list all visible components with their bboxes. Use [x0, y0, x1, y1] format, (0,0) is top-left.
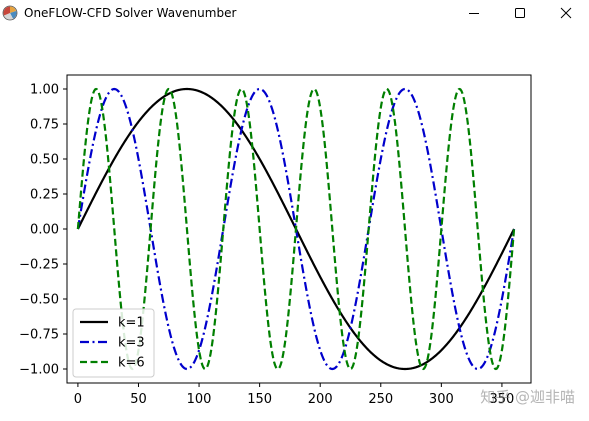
y-tick-label: 0.75 [30, 118, 59, 133]
x-tick-label: 0 [74, 392, 82, 407]
y-tick-label: −1.00 [19, 363, 59, 378]
close-button[interactable] [543, 0, 589, 25]
series-line-k6 [76, 87, 516, 371]
window-title: OneFLOW-CFD Solver Wavenumber [24, 5, 237, 20]
x-tick-label: 200 [308, 392, 333, 407]
x-tick-label: 350 [490, 392, 515, 407]
minimize-button[interactable] [451, 0, 497, 25]
y-tick-label: −0.75 [19, 328, 59, 343]
x-tick-label: 100 [187, 392, 212, 407]
maximize-icon [515, 7, 525, 18]
y-tick-label: 0.25 [30, 188, 59, 203]
x-tick-label: 250 [368, 392, 393, 407]
legend-box [72, 308, 155, 378]
y-tick-label: −0.25 [19, 258, 59, 273]
legend-label: k=3 [118, 336, 145, 351]
window-controls [451, 0, 589, 25]
x-tick-label: 300 [429, 392, 454, 407]
y-tick-label: 1.00 [30, 83, 59, 98]
matplotlib-figure-icon [2, 5, 18, 20]
maximize-button[interactable] [497, 0, 543, 25]
title-bar[interactable]: OneFLOW-CFD Solver Wavenumber [0, 0, 589, 25]
y-tick-label: 0.00 [30, 223, 59, 238]
y-tick-label: −0.50 [19, 293, 59, 308]
close-icon [560, 7, 572, 18]
legend-label: k=6 [118, 356, 145, 371]
line-chart: 0 50 100 150 200 250 300 350 −1.00 −0.75 −0.50 −0.2… [19, 74, 532, 407]
watermark: 知乎 @迦非喵 [480, 388, 575, 406]
y-tick-label: 0.50 [30, 153, 59, 168]
minimize-icon [469, 12, 479, 14]
x-tick-label: 150 [247, 392, 272, 407]
x-tick-label: 50 [130, 392, 147, 407]
plot-area[interactable]: 0 50 100 150 200 250 300 350 −1.00 −0.75 −0.50 −0.2… [0, 25, 589, 421]
legend-label: k=1 [118, 316, 145, 331]
